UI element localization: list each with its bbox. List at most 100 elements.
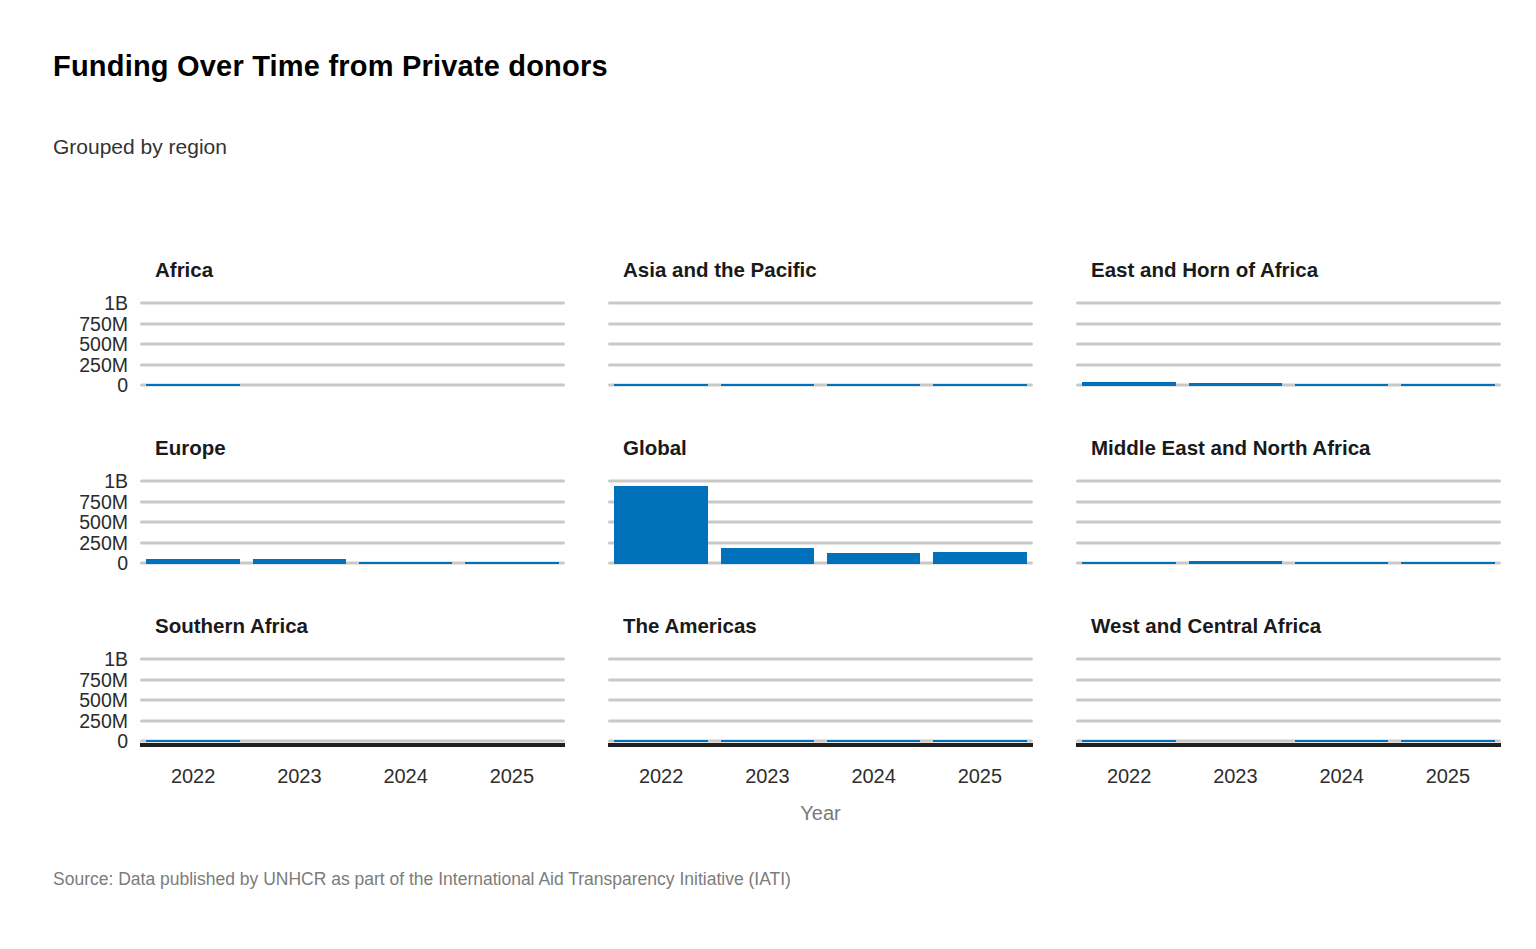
facet-the-americas: The Americas2022202320242025 — [608, 614, 1033, 788]
gridline — [1076, 363, 1501, 366]
x-tick-labels: 2022202320242025 — [140, 765, 565, 788]
bar-2025[interactable] — [933, 552, 1027, 564]
bar-2023[interactable] — [253, 559, 347, 564]
y-axis-labels: 1B750M500M250M0 — [40, 659, 128, 741]
x-tick-label: 2022 — [608, 765, 714, 788]
bar-2023[interactable] — [1189, 561, 1283, 564]
bar-2024[interactable] — [1295, 384, 1389, 387]
x-tick-label: 2023 — [246, 765, 352, 788]
bar-2022[interactable] — [146, 384, 240, 387]
gridline — [140, 521, 565, 524]
bar-2022[interactable] — [1082, 382, 1176, 386]
facet-row: 1B750M500M250M0Southern Africa2022202320… — [40, 614, 1536, 788]
x-tick-label: 2025 — [927, 765, 1033, 788]
y-tick-label: 0 — [117, 730, 128, 753]
gridline — [140, 699, 565, 702]
gridline — [1076, 678, 1501, 681]
bar-2025[interactable] — [933, 384, 1027, 387]
facet-row: 1B750M500M250M0 Africa Asia and the Pacifi… — [40, 258, 1536, 385]
gridline — [608, 322, 1033, 325]
bar-2024[interactable] — [1295, 740, 1389, 743]
x-tick-label: 2022 — [140, 765, 246, 788]
gridline — [140, 480, 565, 483]
small-multiples-grid: 1B750M500M250M0 Africa Asia and the Pacifi… — [40, 258, 1536, 825]
y-tick-label: 0 — [117, 374, 128, 397]
gridline — [1076, 302, 1501, 305]
x-axis-line — [1076, 743, 1501, 747]
plot-middle-east-and-north-africa — [1076, 481, 1501, 563]
x-axis-line — [140, 743, 565, 747]
bar-2025[interactable] — [1401, 740, 1495, 743]
facet-title: Africa — [140, 258, 565, 303]
spacer — [40, 802, 608, 825]
gridline — [140, 658, 565, 661]
bar-2022[interactable] — [614, 486, 708, 564]
gridline — [608, 343, 1033, 346]
facet-asia-and-the-pacific: Asia and the Pacific — [608, 258, 1033, 385]
bar-2025[interactable] — [1401, 384, 1495, 387]
gridline — [608, 480, 1033, 483]
facet-west-and-central-africa: West and Central Africa2022202320242025 — [1076, 614, 1501, 788]
gridline — [1076, 658, 1501, 661]
bar-2022[interactable] — [146, 740, 240, 743]
bar-2025[interactable] — [465, 562, 559, 565]
gridline — [608, 719, 1033, 722]
bar-2023[interactable] — [721, 740, 815, 743]
facet-middle-east-and-north-africa: Middle East and North Africa — [1076, 436, 1501, 563]
gridline — [1076, 480, 1501, 483]
bar-2024[interactable] — [1295, 562, 1389, 565]
y-axis: 1B750M500M250M0 — [40, 258, 140, 385]
y-axis-labels: 1B750M500M250M0 — [40, 303, 128, 385]
facet-africa: Africa — [140, 258, 565, 385]
facet-global: Global — [608, 436, 1033, 563]
gridline — [608, 363, 1033, 366]
gridline — [1076, 521, 1501, 524]
gridline — [140, 541, 565, 544]
x-tick-labels: 2022202320242025 — [1076, 765, 1501, 788]
bar-2023[interactable] — [1189, 383, 1283, 386]
gridline — [1076, 322, 1501, 325]
facet-east-and-horn-of-africa: East and Horn of Africa — [1076, 258, 1501, 385]
facet-row: 1B750M500M250M0 Europe Global Middle East a… — [40, 436, 1536, 563]
gridline — [140, 719, 565, 722]
x-tick-labels: 2022202320242025 — [608, 765, 1033, 788]
bar-2025[interactable] — [1401, 562, 1495, 565]
bar-2022[interactable] — [614, 740, 708, 743]
gridline — [140, 302, 565, 305]
plot-the-americas — [608, 659, 1033, 741]
facet-title: Europe — [140, 436, 565, 481]
gridline — [608, 699, 1033, 702]
x-tick-label: 2023 — [714, 765, 820, 788]
gridline — [140, 500, 565, 503]
bar-2023[interactable] — [721, 548, 815, 564]
bar-2024[interactable] — [827, 740, 921, 743]
bar-2024[interactable] — [359, 562, 453, 565]
x-tick-label: 2024 — [821, 765, 927, 788]
bar-2024[interactable] — [827, 384, 921, 387]
y-axis: 1B750M500M250M0 — [40, 436, 140, 563]
page-subtitle: Grouped by region — [53, 135, 1536, 159]
x-tick-label: 2022 — [1076, 765, 1182, 788]
gridline — [1076, 719, 1501, 722]
bar-2022[interactable] — [146, 559, 240, 564]
plot-europe — [140, 481, 565, 563]
bar-2025[interactable] — [933, 740, 1027, 743]
facet-title: East and Horn of Africa — [1076, 258, 1501, 303]
plot-africa — [140, 303, 565, 385]
bar-2022[interactable] — [1082, 740, 1176, 743]
gridline — [1076, 541, 1501, 544]
facet-title: Middle East and North Africa — [1076, 436, 1501, 481]
plot-southern-africa — [140, 659, 565, 741]
x-tick-label: 2024 — [1289, 765, 1395, 788]
facet-southern-africa: Southern Africa2022202320242025 — [140, 614, 565, 788]
gridline — [608, 658, 1033, 661]
facet-title: Global — [608, 436, 1033, 481]
x-axis-line — [608, 743, 1033, 747]
bar-2022[interactable] — [614, 384, 708, 387]
bar-2023[interactable] — [721, 384, 815, 387]
bar-2024[interactable] — [827, 553, 921, 565]
bar-2022[interactable] — [1082, 562, 1176, 565]
plot-west-and-central-africa — [1076, 659, 1501, 741]
y-axis-labels: 1B750M500M250M0 — [40, 481, 128, 563]
gridline — [608, 302, 1033, 305]
